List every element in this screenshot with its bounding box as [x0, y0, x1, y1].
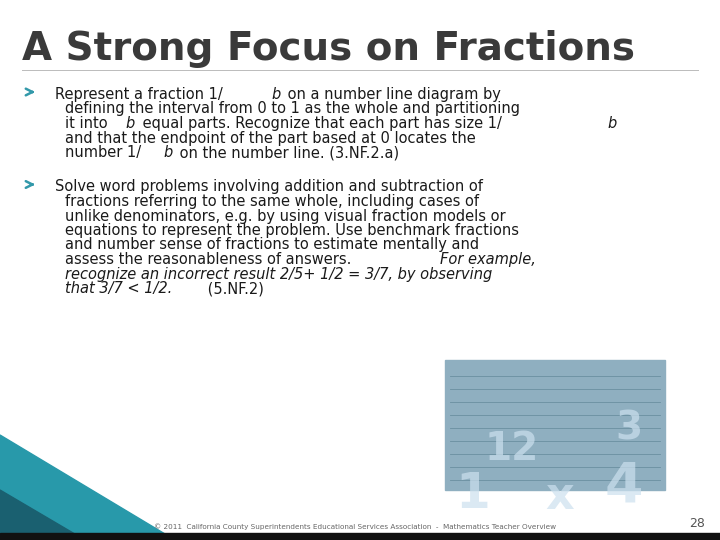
Text: 12: 12 [485, 430, 539, 468]
Bar [0, 533, 720, 540]
Text: that 3/7 < 1/2.: that 3/7 < 1/2. [65, 281, 172, 296]
Text: and that the endpoint of the part based at 0 locates the: and that the endpoint of the part based … [65, 131, 476, 145]
Text: A Strong Focus on Fractions: A Strong Focus on Fractions [22, 30, 635, 68]
Text: b: b [608, 116, 616, 131]
Text: number 1/: number 1/ [65, 145, 141, 160]
Text: Represent a fraction 1/: Represent a fraction 1/ [55, 87, 222, 102]
Polygon shape [0, 435, 175, 540]
Text: © 2011  California County Superintendents Educational Services Association  -  M: © 2011 California County Superintendents… [154, 523, 556, 530]
Text: 28: 28 [689, 517, 705, 530]
Text: recognize an incorrect result 2/5+ 1/2 = 3/7, by observing: recognize an incorrect result 2/5+ 1/2 =… [65, 267, 492, 281]
Text: on a number line diagram by: on a number line diagram by [284, 87, 501, 102]
Text: b: b [126, 116, 135, 131]
Text: assess the reasonableness of answers.: assess the reasonableness of answers. [65, 252, 356, 267]
Polygon shape [0, 490, 85, 540]
Text: equal parts. Recognize that each part has size 1/: equal parts. Recognize that each part ha… [138, 116, 502, 131]
Text: and number sense of fractions to estimate mentally and: and number sense of fractions to estimat… [65, 238, 479, 253]
Text: 1: 1 [455, 470, 490, 518]
Text: it into: it into [65, 116, 112, 131]
Text: on the number line. (3.NF.2.a): on the number line. (3.NF.2.a) [175, 145, 400, 160]
Text: unlike denominators, e.g. by using visual fraction models or: unlike denominators, e.g. by using visua… [65, 208, 505, 224]
Text: x: x [545, 475, 574, 518]
Text: fractions referring to the same whole, including cases of: fractions referring to the same whole, i… [65, 194, 479, 209]
Text: equations to represent the problem. Use benchmark fractions: equations to represent the problem. Use … [65, 223, 519, 238]
Text: (5.NF.2): (5.NF.2) [203, 281, 264, 296]
Text: b: b [163, 145, 173, 160]
Text: For example,: For example, [441, 252, 536, 267]
Text: Solve word problems involving addition and subtraction of: Solve word problems involving addition a… [55, 179, 483, 194]
Text: 4: 4 [605, 460, 644, 514]
Text: defining the interval from 0 to 1 as the whole and partitioning: defining the interval from 0 to 1 as the… [65, 102, 520, 117]
Bar [445, 360, 665, 490]
Text: 3: 3 [615, 410, 642, 448]
Text: b: b [271, 87, 281, 102]
